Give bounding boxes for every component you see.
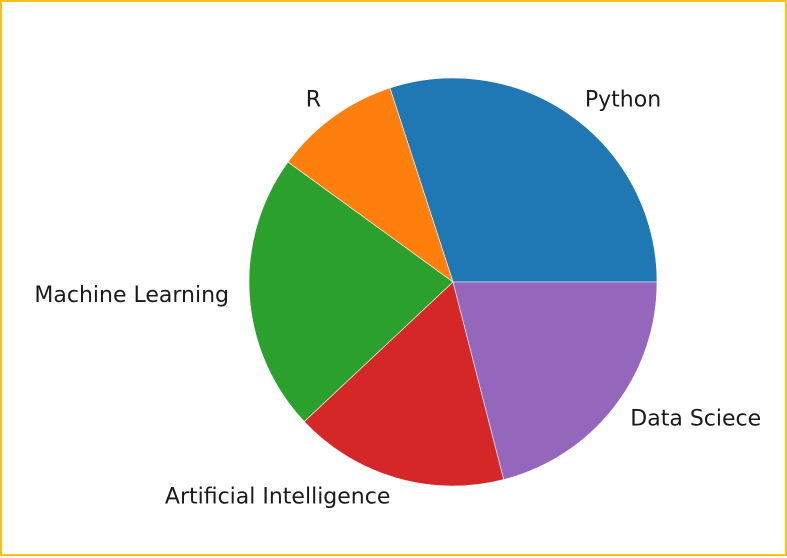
pie-label-artificial-intelligence: Artificial Intelligence	[165, 484, 391, 509]
pie-label-r: R	[306, 87, 321, 112]
pie-slices	[248, 77, 658, 487]
pie-slice-artificial-intelligence	[303, 281, 505, 487]
pie-slice-python	[389, 77, 658, 283]
pie-label-data-sciece: Data Sciece	[630, 407, 761, 432]
pie-slice-machine-learning	[248, 161, 454, 423]
pie-slice-data-sciece	[452, 281, 658, 480]
pie-labels: Python R Machine Learning Artificial Intell…	[34, 87, 761, 509]
pie-label-machine-learning: Machine Learning	[34, 283, 229, 308]
pie-slice-r	[287, 87, 454, 283]
pie-label-python: Python	[585, 87, 661, 112]
